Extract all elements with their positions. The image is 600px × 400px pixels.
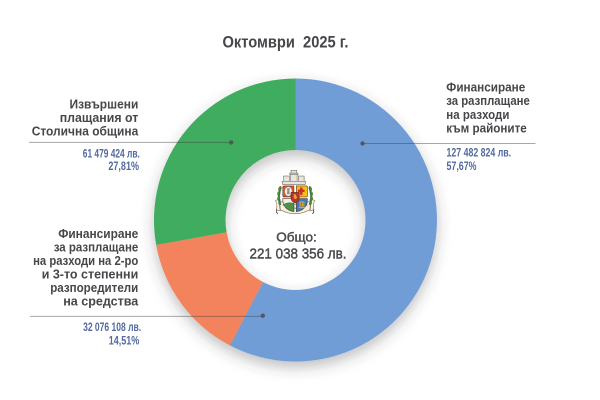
svg-text:разпоредители: разпоредители — [50, 280, 138, 295]
svg-text:14,51%: 14,51% — [109, 334, 140, 348]
svg-text:на разходи: на разходи — [446, 107, 509, 122]
svg-text:Финансиране: Финансиране — [58, 226, 138, 241]
svg-text:на средства: на средства — [63, 294, 139, 309]
svg-text:и 3-то степенни: и 3-то степенни — [42, 267, 139, 282]
svg-text:27,81%: 27,81% — [108, 159, 139, 173]
svg-text:Общо:: Общо: — [276, 229, 317, 244]
svg-text:32 076 108 лв.: 32 076 108 лв. — [83, 320, 141, 334]
svg-text:Октомври 2025 г.: Октомври 2025 г. — [223, 33, 349, 52]
svg-text:за разплащане: за разплащане — [54, 240, 139, 255]
svg-text:към районите: към районите — [446, 121, 527, 136]
svg-text:Столична община: Столична община — [32, 124, 139, 139]
svg-text:за разплащане: за разплащане — [446, 93, 530, 108]
svg-text:Извършени: Извършени — [70, 97, 139, 112]
svg-text:61 479 424 лв.: 61 479 424 лв. — [83, 146, 140, 160]
svg-text:Финансиране: Финансиране — [446, 79, 525, 94]
svg-text:на разходи на 2-ро: на разходи на 2-ро — [33, 253, 138, 268]
svg-text:57,67%: 57,67% — [447, 159, 477, 173]
svg-text:127 482 824 лв.: 127 482 824 лв. — [447, 146, 512, 160]
svg-text:221 038 356 лв.: 221 038 356 лв. — [250, 246, 347, 262]
svg-text:плащания от: плащания от — [60, 110, 139, 125]
